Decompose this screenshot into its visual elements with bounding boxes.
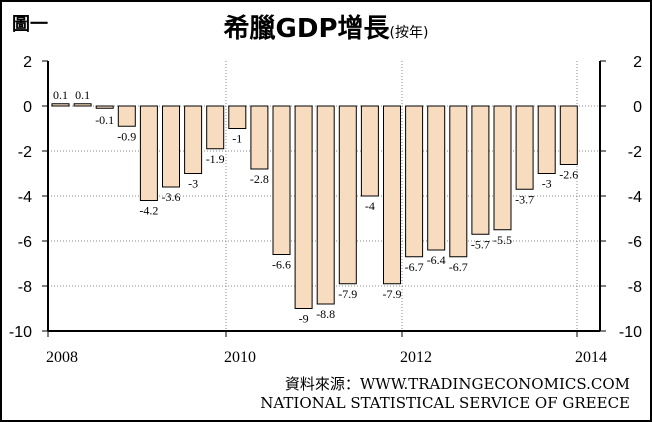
data-label: -5.5 [493,233,512,247]
axes-layer: 2 0 -2 -4 -6 -8 -10 2 0 -2 -4 -6 -8 -10 2008 2010 2012 20… [9,54,642,366]
data-label: -1 [232,132,242,146]
bar [338,105,357,285]
data-label: -3 [188,177,198,191]
data-label: -5.7 [471,237,490,251]
bar [294,105,313,309]
bar [493,105,512,231]
data-label: -7.9 [383,287,402,301]
data-label: -0.1 [95,113,114,127]
source-line-1: 資料來源：WWW.TRADINGECONOMICS.COM [284,375,630,393]
bar [206,105,225,150]
y-tick-label-right: 0 [633,99,642,116]
data-label: -6.4 [427,253,446,267]
y-tick-label-right: 2 [633,54,642,71]
bar [360,105,379,197]
data-label: -8.8 [316,307,335,321]
data-label: -7.9 [338,287,357,301]
y-tick-label-right: -4 [628,189,642,206]
bar [162,105,180,188]
data-label: -4 [365,199,375,213]
bar [117,105,136,127]
bar [427,105,446,251]
y-tick-label-right: -8 [628,279,642,296]
y-tick-label-left: 2 [23,54,32,71]
bar [73,103,92,107]
data-label: 0.1 [53,88,68,102]
data-labels-layer: 0.1 0.1 -0.1-0.9 -4.2 -3.6 -3 -1.9 -1 -2.8 -6.6 -9… [53,88,578,326]
bar [228,105,247,129]
figure-label: 圖一 [12,14,48,35]
bar [537,105,556,174]
data-label: 0.1 [75,88,90,102]
bar [139,105,158,201]
y-tick-label-left: -6 [18,234,32,251]
y-tick-label-left: -4 [18,189,32,206]
source-note: 資料來源：WWW.TRADINGECONOMICS.COM NATIONAL S… [260,375,630,413]
data-label: -3 [542,177,552,191]
chart-title-suffix: (按年) [389,25,429,41]
x-tick-label: 2014 [575,349,607,366]
bar [471,105,490,235]
source-line-2: NATIONAL STATISTICAL SERVICE OF GREECE [260,394,630,412]
bar [449,105,468,258]
data-label: -2.8 [250,172,269,186]
bar [95,105,114,109]
bar [383,105,401,285]
y-tick-label-right: -6 [628,234,642,251]
bar [316,105,335,305]
bar [559,105,578,165]
y-tick-label-left: -8 [18,279,32,296]
bar [515,105,534,190]
data-label: -3.6 [162,190,181,204]
bar [184,105,203,174]
x-tick-label: 2012 [400,349,432,366]
y-tick-label-right: -10 [619,324,642,341]
x-tick-label: 2010 [224,349,256,366]
x-tick-label: 2008 [46,349,78,366]
data-label: -6.7 [405,260,424,274]
data-label: -4.2 [139,204,158,218]
data-label: -2.6 [559,168,578,182]
data-label: -6.7 [449,260,468,274]
data-label: -3.7 [515,192,534,206]
bar [250,105,269,170]
y-tick-label-left: -10 [9,324,32,341]
data-label: -1.9 [206,152,225,166]
chart-title-text: 希臘GDP增長 [223,14,390,44]
y-tick-label-right: -2 [628,144,642,161]
data-label: -9 [299,312,309,326]
bar [272,105,291,255]
data-label: -0.9 [117,129,136,143]
bars-layer [51,103,578,309]
bar [51,103,70,107]
chart-title: 希臘GDP增長(按年) [2,8,650,45]
bar [405,105,424,258]
data-label: -6.6 [272,258,291,272]
y-tick-label-left: -2 [18,144,32,161]
y-tick-label-left: 0 [23,99,32,116]
